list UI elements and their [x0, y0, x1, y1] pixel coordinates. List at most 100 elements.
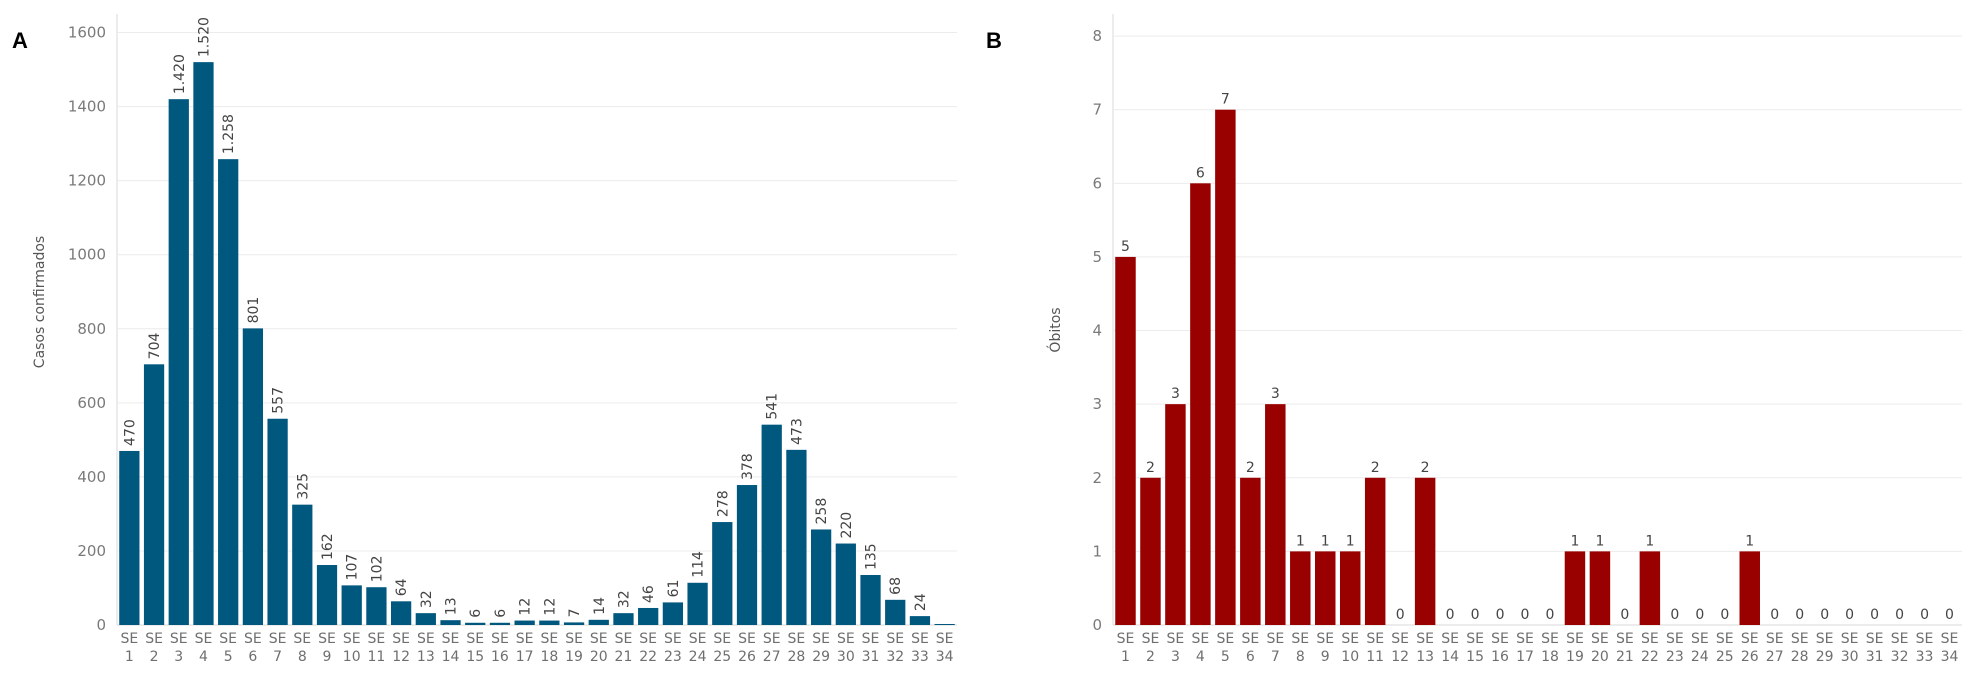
chart-a-y-axis-label: Casos confirmados [32, 236, 48, 368]
chart-a-data-label: 107 [345, 554, 361, 581]
chart-b-data-label: 0 [1620, 607, 1629, 623]
chart-b-x-tick-label: SE [1691, 631, 1709, 647]
chart-b-x-tick-label: SE [1241, 631, 1259, 647]
chart-b-bar [1265, 404, 1286, 625]
chart-a-x-tick-label: SE [788, 631, 806, 647]
chart-b-y-tick-label: 7 [1092, 101, 1102, 119]
chart-a-data-label: 473 [789, 418, 805, 445]
chart-b-x-tick-label: 12 [1391, 649, 1409, 665]
chart-b-x-tick-label: SE [1117, 631, 1135, 647]
chart-b-bar [1115, 256, 1136, 625]
chart-b-x-tick-label: SE [1591, 631, 1609, 647]
chart-a-data-label: 24 [913, 593, 929, 611]
chart-b-x-tick-label: SE [1341, 631, 1359, 647]
chart-b-x-tick-label: SE [1266, 631, 1284, 647]
chart-a-data-label: 325 [295, 473, 311, 500]
chart-a-y-tick-label: 800 [77, 320, 106, 338]
chart-b-x-tick-label: SE [1916, 631, 1934, 647]
chart-a-y-tick-label: 1000 [68, 246, 106, 264]
chart-b-x-tick-label: 33 [1916, 649, 1934, 665]
chart-a-bar [168, 99, 189, 626]
chart-a-bar [119, 450, 140, 625]
chart-a-x-tick-label: SE [639, 631, 657, 647]
chart-a-bar [489, 622, 511, 625]
chart-a-x-tick-label: 22 [639, 649, 657, 665]
chart-a-x-tick-label: SE [466, 631, 484, 647]
chart-b-x-tick-label: 1 [1121, 649, 1130, 665]
chart-a-data-label: 162 [320, 533, 336, 560]
chart-a-x-tick-label: SE [516, 631, 534, 647]
chart-b-data-label: 0 [1720, 607, 1729, 623]
chart-a-x-tick-label: SE [442, 631, 460, 647]
chart-a-x-tick-label: 21 [615, 649, 633, 665]
chart-a-data-label: 12 [518, 598, 534, 616]
chart-a-bar [638, 607, 659, 625]
chart-b-x-tick-label: 24 [1691, 649, 1709, 665]
chart-a-x-tick-label: SE [244, 631, 262, 647]
chart-a-x-tick-label: SE [195, 631, 213, 647]
chart-a-x-tick-label: SE [738, 631, 756, 647]
chart-b-x-tick-label: 27 [1766, 649, 1784, 665]
panel-b-letter: B [986, 28, 1002, 53]
chart-a-data-label: 32 [419, 590, 435, 608]
chart-b-x-tick-label: SE [1716, 631, 1734, 647]
chart-b-bar [1639, 551, 1661, 625]
panel-a-letter: A [12, 28, 28, 53]
chart-b-x-tick-label: SE [1167, 631, 1185, 647]
chart-a-data-label: 6 [468, 609, 484, 618]
chart-b-x-tick-label: 9 [1321, 649, 1330, 665]
chart-a-data-label: 61 [666, 580, 682, 598]
chart-b-data-label: 0 [1496, 607, 1505, 623]
chart-a-data-label: 220 [839, 512, 855, 539]
chart-b-x-tick-label: SE [1841, 631, 1859, 647]
chart-b-data-label: 2 [1146, 460, 1155, 476]
chart-a-bar [712, 522, 733, 625]
chart-a-x-tick-label: SE [343, 631, 361, 647]
chart-b-data-label: 1 [1321, 533, 1330, 549]
chart-b-x-tick-label: 22 [1641, 649, 1659, 665]
chart-a-bar [193, 62, 214, 625]
chart-a-x-tick-label: 31 [862, 649, 880, 665]
chart-a-x-tick-label: 29 [812, 649, 830, 665]
chart-b-data-label: 3 [1171, 386, 1180, 402]
chart-a-x-tick-label: SE [812, 631, 830, 647]
chart-b-x-tick-label: 30 [1841, 649, 1859, 665]
chart-b-bar [1589, 551, 1611, 625]
chart-a-data-label: 68 [888, 577, 904, 595]
chart-b-data-label: 0 [1670, 607, 1679, 623]
chart-a-x-tick-label: SE [763, 631, 781, 647]
chart-b-bar [1315, 551, 1336, 625]
chart-a-x-tick-label: SE [368, 631, 386, 647]
chart-b-x-tick-label: SE [1741, 631, 1759, 647]
chart-a-bar [218, 159, 239, 625]
chart-a-x-tick-label: 23 [664, 649, 682, 665]
chart-a-bar [736, 485, 758, 625]
chart-b-x-tick-label: SE [1516, 631, 1534, 647]
chart-a-x-tick-label: 32 [886, 649, 904, 665]
chart-b-data-label: 0 [1546, 607, 1555, 623]
chart-b-x-tick-label: 14 [1441, 649, 1459, 665]
chart-b-data-label: 2 [1421, 460, 1430, 476]
chart-b-data-label: 1 [1570, 533, 1579, 549]
chart-b-x-tick-label: SE [1441, 631, 1459, 647]
chart-a-bar [341, 585, 362, 625]
chart-b-y-tick-label: 5 [1092, 248, 1102, 266]
chart-a-x-tick-label: 7 [273, 649, 282, 665]
chart-a-x-tick-label: 14 [442, 649, 460, 665]
chart-a-y-tick-label: 600 [77, 394, 106, 412]
chart-b-x-tick-label: 21 [1616, 649, 1634, 665]
chart-a-bar [588, 619, 609, 625]
chart-b-data-label: 0 [1471, 607, 1480, 623]
chart-a-y-tick-label: 400 [77, 468, 106, 486]
chart-a-x-tick-label: SE [392, 631, 410, 647]
chart-b-bar [1414, 477, 1436, 625]
chart-a-bar [292, 504, 313, 625]
chart-b-data-label: 0 [1695, 607, 1704, 623]
chart-a-x-tick-label: SE [862, 631, 880, 647]
chart-b-x-tick-label: 20 [1591, 649, 1609, 665]
chart-b-x-tick-label: SE [1291, 631, 1309, 647]
chart-b-data-label: 2 [1371, 460, 1380, 476]
chart-b-data-label: 1 [1745, 533, 1754, 549]
chart-b-y-tick-label: 3 [1092, 395, 1102, 413]
